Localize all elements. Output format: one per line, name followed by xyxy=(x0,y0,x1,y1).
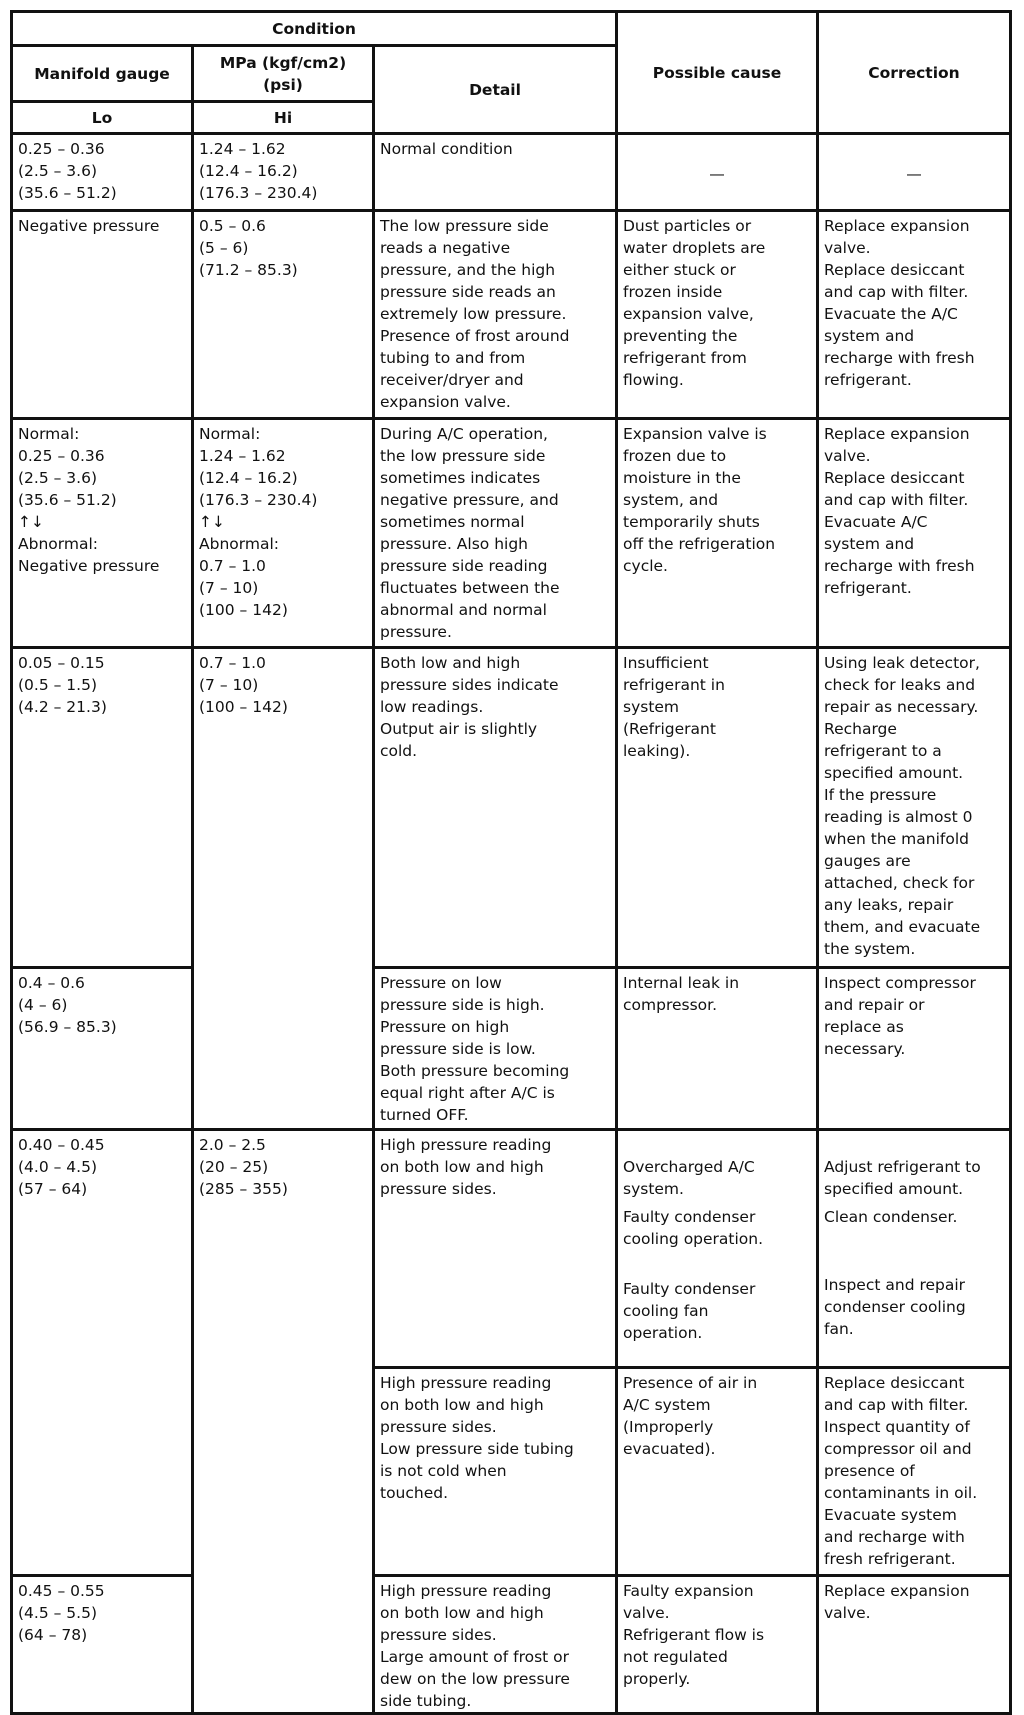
table-row: 0.05 – 0.15 (0.5 – 1.5) (4.2 – 21.3) 0.7… xyxy=(10,646,1012,1131)
correction-cell: Using leak detector, check for leaks and… xyxy=(816,646,1012,969)
cause-cell: — xyxy=(615,132,819,212)
cause-paragraph: Faulty condenser cooling operation. xyxy=(623,1208,764,1248)
header-manifold-gauge: Manifold gauge xyxy=(10,44,194,103)
ac-pressure-diagnosis-table: Condition Possible cause Correction Mani… xyxy=(10,10,1012,1715)
table-row: 0.4 – 0.6 (4 – 6) (56.9 – 85.3) Pressure… xyxy=(10,966,1012,1131)
table-row: High pressure reading on both low and hi… xyxy=(12,1366,1012,1577)
detail-cell: Normal condition xyxy=(372,132,618,212)
lo-cell: 0.05 – 0.15 (0.5 – 1.5) (4.2 – 21.3) xyxy=(10,646,194,969)
header-condition: Condition xyxy=(10,10,618,47)
cause-cell: Internal leak in compressor. xyxy=(615,966,819,1131)
detail-cell: High pressure reading on both low and hi… xyxy=(372,1128,618,1369)
lo-cell: 0.4 – 0.6 (4 – 6) (56.9 – 85.3) xyxy=(10,966,194,1131)
lo-cell: 0.40 – 0.45 (4.0 – 4.5) (57 – 64) xyxy=(10,1128,194,1577)
correction-cell: Adjust refrigerant to specified amount. … xyxy=(816,1128,1012,1369)
cause-cell: Dust particles or water droplets are eit… xyxy=(615,209,819,420)
correction-cell: Replace expansion valve. xyxy=(816,1574,1012,1715)
cause-cell: Insufficient refrigerant in system (Refr… xyxy=(615,646,819,969)
lo-cell: Normal: 0.25 – 0.36 (2.5 – 3.6) (35.6 – … xyxy=(10,417,194,649)
detail-cell: High pressure reading on both low and hi… xyxy=(372,1366,618,1577)
detail-cell: High pressure reading on both low and hi… xyxy=(372,1574,618,1715)
header-lo: Lo xyxy=(10,100,194,135)
table-row: Negative pressure 0.5 – 0.6 (5 – 6) (71.… xyxy=(10,209,1012,420)
detail-cell: Pressure on low pressure side is high. P… xyxy=(372,966,618,1131)
correction-cell: Replace expansion valve. Replace desicca… xyxy=(816,417,1012,649)
header-hi: Hi xyxy=(191,100,375,135)
correction-paragraph: Adjust refrigerant to specified amount. xyxy=(824,1158,981,1198)
table-row: 0.40 – 0.45 (4.0 – 4.5) (57 – 64) 2.0 – … xyxy=(10,1128,1012,1715)
detail-cell: Both low and high pressure sides indicat… xyxy=(372,646,618,969)
header-units: MPa (kgf/cm2) (psi) xyxy=(191,44,375,103)
cause-cell: Faulty expansion valve. Refrigerant flow… xyxy=(615,1574,819,1715)
hi-cell: 0.5 – 0.6 (5 – 6) (71.2 – 85.3) xyxy=(191,209,375,420)
hi-cell: 2.0 – 2.5 (20 – 25) (285 – 355) xyxy=(191,1128,375,1715)
header-detail: Detail xyxy=(372,44,618,135)
hi-cell: 1.24 – 1.62 (12.4 – 16.2) (176.3 – 230.4… xyxy=(191,132,375,212)
correction-cell: Replace desiccant and cap with filter. I… xyxy=(816,1366,1012,1577)
cause-cell: Overcharged A/C system. Faulty condenser… xyxy=(615,1128,819,1369)
header-correction: Correction xyxy=(816,10,1012,135)
table-row: Normal: 0.25 – 0.36 (2.5 – 3.6) (35.6 – … xyxy=(10,417,1012,649)
correction-paragraph: Clean condenser. xyxy=(824,1208,958,1226)
lo-cell: Negative pressure xyxy=(10,209,194,420)
lo-cell: 0.45 – 0.55 (4.5 – 5.5) (64 – 78) xyxy=(10,1574,194,1715)
cause-paragraph: Faulty condenser cooling fan operation. xyxy=(623,1280,756,1342)
cause-cell: Presence of air in A/C system (Improperl… xyxy=(615,1366,819,1577)
correction-cell: — xyxy=(816,132,1012,212)
detail-cell: The low pressure side reads a negative p… xyxy=(372,209,618,420)
cause-cell: Expansion valve is frozen due to moistur… xyxy=(615,417,819,649)
hi-cell: 0.7 – 1.0 (7 – 10) (100 – 142) xyxy=(191,646,375,1131)
correction-paragraph: Inspect and repair condenser cooling fan… xyxy=(824,1276,966,1338)
lo-cell: 0.25 – 0.36 (2.5 – 3.6) (35.6 – 51.2) xyxy=(10,132,194,212)
correction-cell: Replace expansion valve. Replace desicca… xyxy=(816,209,1012,420)
header-possible-cause: Possible cause xyxy=(615,10,819,135)
correction-cell: Inspect compressor and repair or replace… xyxy=(816,966,1012,1131)
cause-paragraph: Overcharged A/C system. xyxy=(623,1158,755,1198)
detail-cell: During A/C operation, the low pressure s… xyxy=(372,417,618,649)
hi-cell: Normal: 1.24 – 1.62 (12.4 – 16.2) (176.3… xyxy=(191,417,375,649)
table-row: 0.45 – 0.55 (4.5 – 5.5) (64 – 78) High p… xyxy=(10,1574,1012,1715)
table-row: 0.25 – 0.36 (2.5 – 3.6) (35.6 – 51.2) 1.… xyxy=(10,132,1012,212)
